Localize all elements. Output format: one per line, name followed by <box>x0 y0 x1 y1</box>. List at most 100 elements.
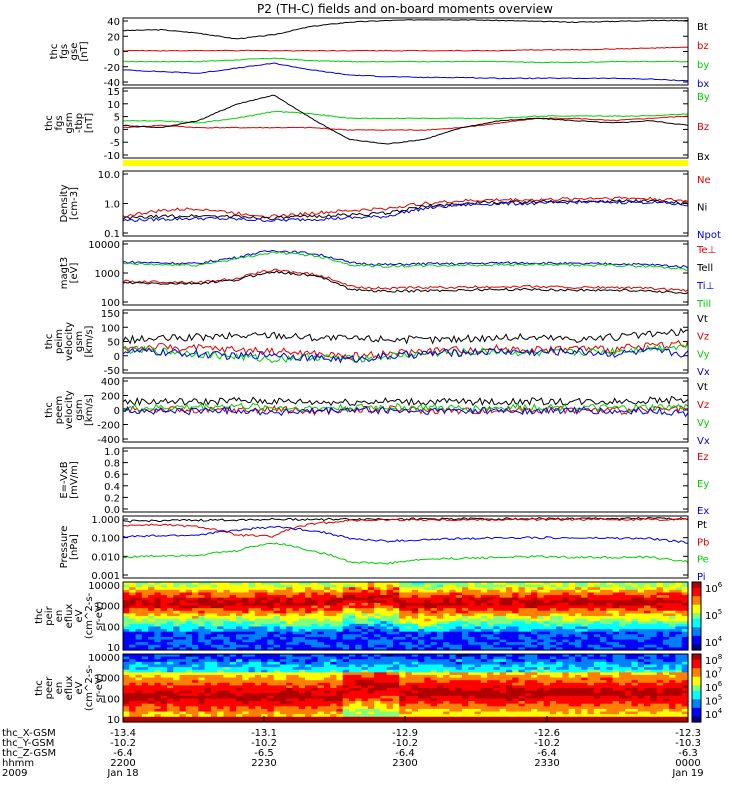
ytick-label: 15 <box>107 87 120 98</box>
series-Pe <box>122 542 689 565</box>
xaxis-value: -12.3 <box>675 728 701 739</box>
colorbar-tick: 105 <box>705 694 722 708</box>
legend-Vx: Vx <box>697 367 710 378</box>
legend-Pe: Pe <box>697 555 709 566</box>
panel-peim_velocity: thcpeimvelocitygsm[km/s] 150 100 50 0 -50 Vt Vz… <box>44 309 710 378</box>
xaxis-value: -6.5 <box>254 748 274 759</box>
ylabel-peir_eflux: thcpeirenefluxeV(cm^2-s-sr-eV) <box>34 592 105 639</box>
ytick-label: 0 <box>114 352 120 363</box>
xaxis-value: -13.4 <box>110 728 136 739</box>
xaxis-row-label: thc_Y-GSM <box>2 738 54 749</box>
colorbar-peir_eflux: 106 105 104 <box>691 581 723 651</box>
ytick-label: 0.4 <box>104 482 120 493</box>
ytick-label: 1.000 <box>91 515 120 526</box>
legend-Te⊥: Te⊥ <box>696 245 716 256</box>
panel-peem_velocity: thcpeemvelocitygsm[km/s] 400 200 0 -200 -400 V… <box>44 377 710 447</box>
legend-Ey: Ey <box>697 479 709 490</box>
xaxis-value: 2230 <box>251 758 276 769</box>
legend-bx: bx <box>697 79 709 90</box>
ytick-label: -50 <box>104 366 120 377</box>
panel-fgs_gsm: thcfgsgsm-tbp[nT] 15 10 50 -5 -10 By Bz Bx <box>44 87 710 163</box>
ytick-label: 10 <box>107 643 120 654</box>
panel-temperature: magt3[eV] 10000 1000 100 Te⊥ Tell Ti⊥ Till <box>59 240 716 310</box>
xaxis-row-label: thc_X-GSM <box>2 728 56 739</box>
xaxis-value: -6.4 <box>113 748 133 759</box>
xaxis-value: Jan 18 <box>106 768 138 779</box>
legend-Pt: Pt <box>697 520 707 531</box>
ylabel-peer_eflux: thcpeerenefluxeV(cm^2-s-sr-eV) <box>34 664 105 711</box>
xaxis-value: -10.2 <box>392 738 418 749</box>
panel-density: Density[cm-3] 10.0 1.0 0.1 Ne Ni Npot <box>59 170 721 241</box>
xaxis-value: -10.2 <box>534 738 560 749</box>
ylabel-fgs_gsm: thcfgsgsm-tbp[nT] <box>44 112 95 133</box>
ylabel-pressure: Pressure[nPa] <box>59 526 80 569</box>
series-by <box>123 57 689 64</box>
ytick-label: -20 <box>104 63 120 74</box>
legend-Vy: Vy <box>697 418 710 429</box>
series-Pb <box>122 517 689 538</box>
ytick-label: 1.0 <box>104 447 120 458</box>
x-axis-annotations: thc_X-GSM -13.4 -13.1 -12.9 -12.6 -12.3 thc_Y-… <box>2 716 704 779</box>
legend-Vt: Vt <box>697 382 708 393</box>
xaxis-row-label: 2009 <box>2 768 27 779</box>
series-Vy <box>122 402 689 413</box>
series-Vx <box>122 405 689 418</box>
ytick-label: 40 <box>107 17 120 28</box>
colorbar-tick: 104 <box>705 635 723 649</box>
xaxis-row-label: hhmm <box>2 758 34 769</box>
series-Tell <box>122 270 689 295</box>
xaxis-value: 2300 <box>392 758 417 769</box>
ytick-label: 0.2 <box>104 493 120 504</box>
ytick-label: 1.0 <box>104 200 120 211</box>
ylabel-density: Density[cm-3] <box>59 184 80 222</box>
xaxis-value: -10.3 <box>675 738 701 749</box>
legend-bz: bz <box>697 41 709 52</box>
ytick-label: 10 <box>107 715 120 726</box>
yellow-strip <box>123 160 688 166</box>
ytick-label: 100 <box>101 298 120 309</box>
series-Vy <box>122 342 689 364</box>
ytick-label: 0.100 <box>91 534 120 545</box>
ylabel-peem_velocity: thcpeemvelocitygsm[km/s] <box>44 390 95 429</box>
ytick-label: 1000 <box>95 602 120 613</box>
ytick-label: 0 <box>114 406 120 417</box>
series-Vz <box>122 339 689 361</box>
ylabel-fgs_gse: thcfgsgse[nT] <box>49 41 90 61</box>
ytick-label: 150 <box>101 309 120 320</box>
panels-group: thcfgsgse[nT]40200-20-40Btbzbybxthcfgsgs… <box>34 17 723 726</box>
legend-by: by <box>697 60 709 71</box>
series-Pi <box>122 525 689 544</box>
colorbar-tick: 104 <box>705 707 723 721</box>
panel-efield: E=-VxB[mV/m] 1.00.80.60.40.20.0 Ez Ey Ex <box>59 447 709 517</box>
panel-pressure: Pressure[nPa] 1.000 0.100 0.010 0.001 Pt Pb Pe P… <box>59 515 709 583</box>
legend-Pb: Pb <box>697 537 709 548</box>
series-bz <box>122 46 689 52</box>
xaxis-value: -6.3 <box>678 748 698 759</box>
series-bx <box>122 62 689 82</box>
ytick-label: 10000 <box>88 581 120 592</box>
series-Vx <box>122 347 689 364</box>
series-Bx <box>122 94 689 145</box>
series-Ne <box>122 196 689 219</box>
legend-Vt: Vt <box>697 314 708 325</box>
legend-Vy: Vy <box>697 349 710 360</box>
legend-Bx: Bx <box>697 152 710 163</box>
ytick-label: 0.8 <box>104 459 120 470</box>
series-Npot <box>122 199 688 223</box>
ytick-label: -10 <box>104 151 120 162</box>
ytick-label: 0 <box>114 48 120 59</box>
ylabel-temperature: magt3[eV] <box>59 257 80 290</box>
xaxis-value: -12.9 <box>392 728 418 739</box>
ytick-label: 20 <box>107 32 120 43</box>
xaxis-value: 2330 <box>534 758 559 769</box>
legend-Tell: Tell <box>696 263 713 274</box>
ytick-label: -40 <box>104 78 120 89</box>
ytick-label: 0.1 <box>104 229 120 240</box>
legend-Vx: Vx <box>697 436 710 447</box>
ytick-label: 5 <box>114 113 120 124</box>
series-Till <box>122 251 688 271</box>
xaxis-row-label: thc_Z-GSM <box>2 748 56 759</box>
xaxis-value: Jan 19 <box>671 768 703 779</box>
xaxis-value: -10.2 <box>251 738 277 749</box>
